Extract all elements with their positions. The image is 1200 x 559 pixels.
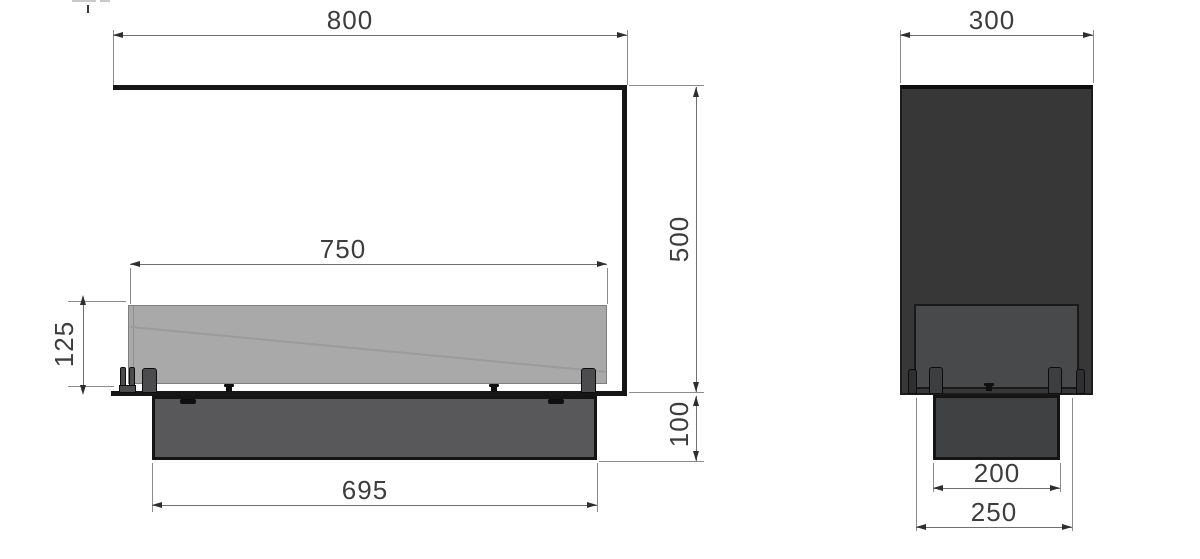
glass-edge-line xyxy=(133,306,134,383)
frame-right-wall xyxy=(622,85,627,396)
extension-line xyxy=(629,392,704,393)
glass-clip-block xyxy=(929,367,943,394)
dim-label-glass-height: 125 xyxy=(49,320,79,368)
dim-label-overall-width: 800 xyxy=(326,5,374,35)
burner-box-front xyxy=(152,396,597,460)
screw-icon xyxy=(226,387,232,392)
extension-line xyxy=(916,398,917,531)
dim-label-burner-depth: 200 xyxy=(973,458,1021,488)
extension-line xyxy=(933,463,934,492)
arrowhead-icon xyxy=(693,382,699,392)
arrowhead-icon xyxy=(1062,524,1072,530)
extension-line xyxy=(629,85,704,86)
arrowhead-icon xyxy=(113,32,123,38)
extension-line xyxy=(152,463,153,512)
dimension-line-burner-width xyxy=(152,505,597,506)
screw-icon xyxy=(984,383,994,386)
dim-label-insert-height: 500 xyxy=(664,215,694,263)
dim-label-burner-drop: 100 xyxy=(664,400,694,448)
dim-label-base-depth: 250 xyxy=(970,497,1018,527)
arrowhead-icon xyxy=(693,451,699,461)
screw-icon xyxy=(489,384,499,387)
dim-label-overall-depth: 300 xyxy=(968,5,1016,35)
extension-line xyxy=(113,30,114,85)
dim-label-burner-width: 695 xyxy=(341,475,389,505)
burner-slot xyxy=(548,399,564,404)
extension-line xyxy=(599,461,704,462)
extension-line xyxy=(1072,398,1073,531)
side-edge-tab xyxy=(908,369,917,394)
frame-top-panel xyxy=(113,85,627,90)
glass-panel xyxy=(128,305,607,384)
cropped-text-artifact xyxy=(72,0,96,2)
extension-line xyxy=(627,30,628,85)
glass-clip-block xyxy=(1048,367,1062,394)
glass-clip-block xyxy=(581,368,596,393)
arrowhead-icon xyxy=(597,261,607,267)
dimension-line-glass-height xyxy=(83,303,84,385)
cropped-text-artifact xyxy=(100,0,110,2)
arrowhead-icon xyxy=(900,32,910,38)
extension-line xyxy=(1093,30,1094,83)
arrowhead-icon xyxy=(933,485,943,491)
glass-clip-base xyxy=(119,385,136,393)
side-edge-tab xyxy=(1076,369,1085,394)
extension-line xyxy=(607,268,608,304)
arrowhead-icon xyxy=(1083,32,1093,38)
dimension-line-glass-width xyxy=(130,264,607,265)
burner-box-side xyxy=(933,395,1060,460)
screw-icon xyxy=(224,384,234,387)
extension-line xyxy=(68,301,126,302)
dimension-line-base-depth xyxy=(916,527,1072,528)
arrowhead-icon xyxy=(916,524,926,530)
extension-line xyxy=(1060,463,1061,492)
arrowhead-icon xyxy=(587,502,597,508)
extension-line xyxy=(130,268,131,304)
glass-clip-block xyxy=(142,368,157,393)
arrowhead-icon xyxy=(1050,485,1060,491)
extension-line xyxy=(900,30,901,83)
screw-icon xyxy=(986,386,992,391)
dim-label-glass-width: 750 xyxy=(319,234,367,264)
frame-bottom-flange xyxy=(111,391,627,396)
arrowhead-icon xyxy=(152,502,162,508)
burner-slot xyxy=(180,399,196,404)
dimension-line-overall-depth xyxy=(900,35,1093,36)
extension-line xyxy=(68,386,114,387)
arrowhead-icon xyxy=(693,87,699,97)
dimension-line-overall-width xyxy=(113,35,627,36)
dimension-line-insert-height xyxy=(696,87,697,392)
arrowhead-icon xyxy=(80,295,86,305)
arrowhead-icon xyxy=(693,396,699,406)
cropped-text-artifact xyxy=(87,5,89,13)
arrowhead-icon xyxy=(80,385,86,395)
screw-icon xyxy=(491,387,497,392)
arrowhead-icon xyxy=(130,261,140,267)
dimension-line-burner-depth xyxy=(933,488,1060,489)
extension-line xyxy=(597,463,598,512)
dimension-line-burner-drop xyxy=(696,396,697,461)
arrowhead-icon xyxy=(617,32,627,38)
